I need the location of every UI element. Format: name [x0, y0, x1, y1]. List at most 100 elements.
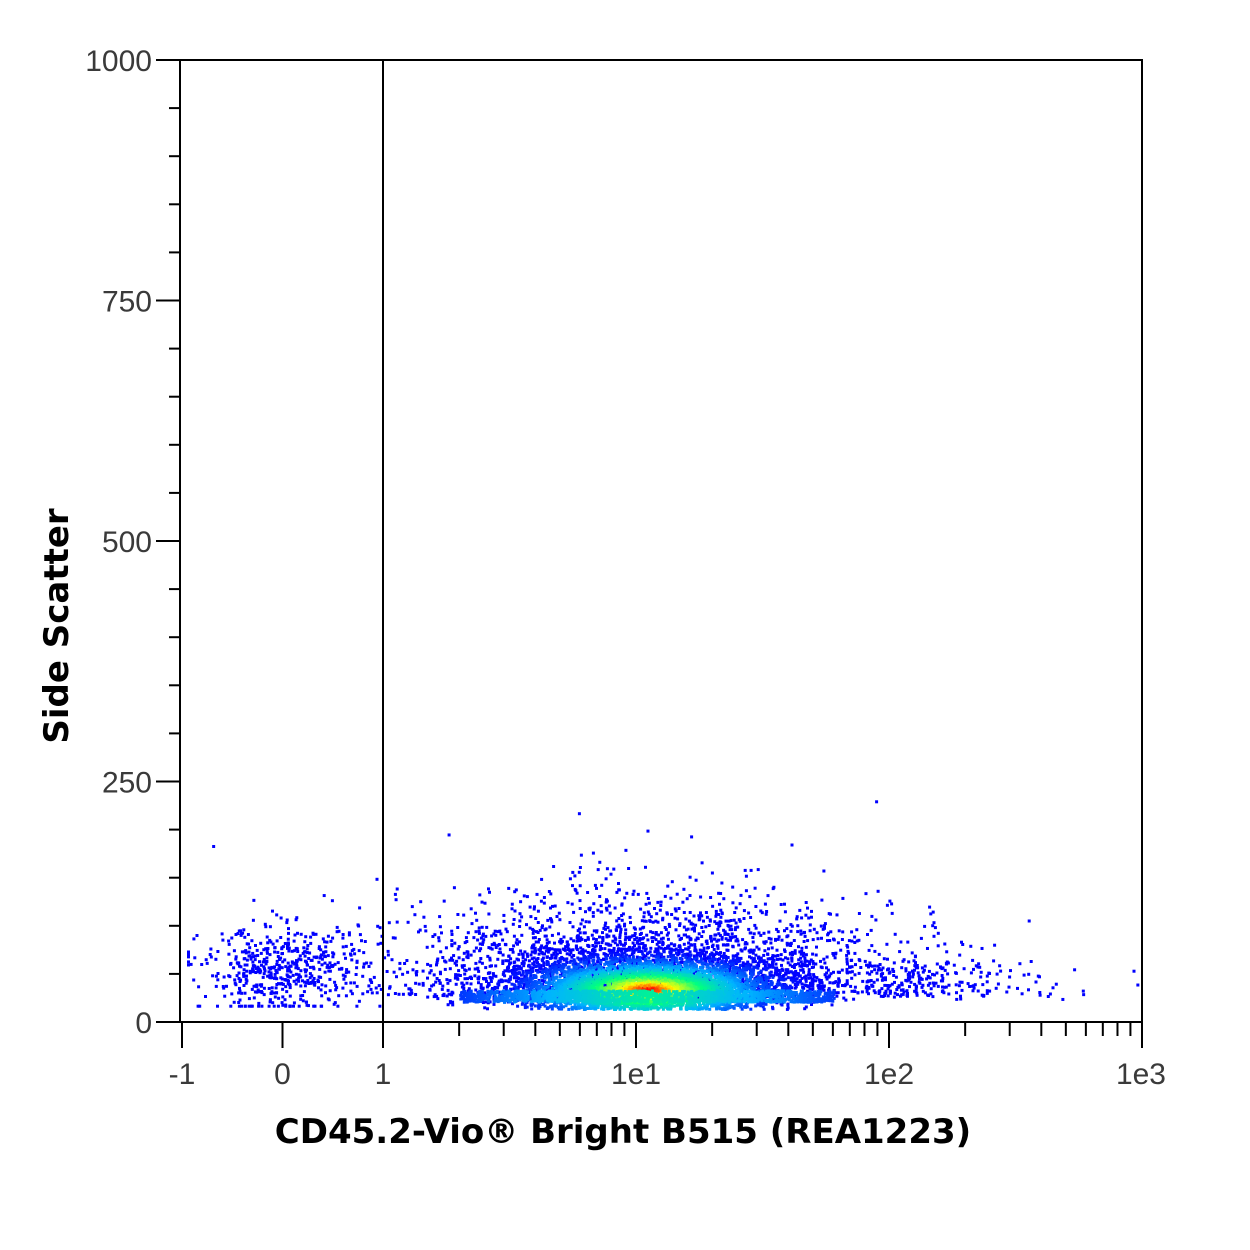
density-dot	[480, 900, 484, 904]
density-dot	[744, 946, 747, 950]
density-dot	[564, 958, 568, 962]
density-dot	[669, 947, 673, 951]
density-dot	[621, 954, 625, 958]
density-dot	[631, 934, 635, 938]
density-dot	[480, 925, 484, 929]
density-dot	[757, 987, 761, 991]
density-dot	[700, 935, 704, 938]
density-dot	[607, 934, 611, 938]
density-dot	[749, 916, 753, 919]
density-dot	[410, 991, 414, 995]
density-dot	[497, 951, 501, 954]
density-dot	[520, 933, 524, 937]
density-dot	[493, 987, 497, 991]
density-dot	[878, 963, 882, 966]
density-dot	[737, 918, 741, 922]
density-dot	[609, 943, 613, 947]
density-dot	[666, 931, 670, 935]
density-dot	[870, 914, 874, 918]
density-dot	[763, 902, 767, 906]
density-dot	[661, 1007, 665, 1011]
density-dot	[649, 915, 653, 919]
density-dot	[793, 983, 797, 986]
density-dot	[591, 911, 595, 915]
density-dot	[627, 938, 631, 941]
density-dot	[786, 934, 790, 938]
density-dot	[726, 956, 730, 959]
density-dot	[855, 939, 859, 943]
density-dot	[786, 976, 790, 980]
density-dot	[731, 885, 735, 889]
density-dot	[674, 928, 678, 932]
density-dot	[639, 950, 643, 953]
density-dot	[435, 994, 439, 998]
density-dot	[767, 963, 771, 967]
density-dot	[483, 1006, 487, 1010]
density-dot	[703, 953, 707, 957]
density-dot	[622, 969, 626, 973]
density-dot	[954, 983, 958, 987]
density-dot	[586, 936, 590, 940]
density-dot	[451, 958, 455, 962]
density-dot	[771, 963, 775, 967]
density-dot	[326, 963, 330, 967]
density-dot	[705, 915, 709, 919]
density-dot	[808, 960, 812, 964]
density-dot	[404, 983, 408, 987]
density-dot	[836, 941, 840, 945]
density-dot	[826, 939, 829, 943]
density-dot	[823, 961, 827, 965]
density-dot	[819, 959, 822, 963]
density-dot	[690, 835, 694, 839]
density-dot	[602, 966, 606, 970]
density-dot	[752, 968, 756, 972]
density-dot	[790, 950, 794, 954]
density-dot	[765, 910, 769, 913]
density-dot	[561, 957, 565, 960]
density-dot	[656, 949, 660, 952]
density-dot	[654, 932, 658, 936]
density-dot	[518, 912, 522, 916]
density-dot	[606, 926, 610, 930]
density-dot	[477, 969, 481, 973]
density-dot	[719, 892, 723, 895]
density-dot	[428, 971, 432, 975]
density-dot	[704, 940, 708, 944]
density-dot	[548, 964, 552, 968]
density-dot	[579, 957, 583, 961]
density-dot	[778, 957, 782, 961]
density-dot	[850, 989, 854, 993]
density-dot	[901, 988, 905, 992]
density-dot	[421, 983, 425, 987]
density-dot	[615, 919, 619, 923]
density-dot	[474, 930, 478, 934]
density-dot	[438, 925, 442, 929]
density-dot	[580, 937, 584, 941]
density-dot	[853, 990, 857, 993]
density-dot	[601, 936, 605, 940]
density-dot	[543, 952, 546, 956]
density-dot	[397, 992, 401, 996]
density-dot	[822, 869, 826, 873]
density-dot	[711, 971, 715, 975]
density-dot	[445, 994, 449, 998]
density-dot	[433, 933, 437, 937]
density-dot	[789, 978, 793, 982]
density-dot	[418, 928, 422, 932]
density-dot	[890, 911, 894, 915]
density-dot	[712, 954, 715, 958]
density-dot	[723, 930, 727, 934]
density-dot	[832, 953, 836, 957]
density-dot	[608, 956, 612, 960]
density-dot	[638, 938, 642, 942]
density-dot	[582, 978, 586, 982]
density-dot	[662, 964, 666, 968]
density-dot	[482, 977, 485, 980]
density-dot	[835, 994, 839, 998]
density-dot	[717, 913, 721, 916]
density-dot	[378, 926, 382, 930]
density-dot	[578, 938, 582, 942]
density-dot	[479, 957, 483, 960]
density-dot	[820, 898, 824, 902]
